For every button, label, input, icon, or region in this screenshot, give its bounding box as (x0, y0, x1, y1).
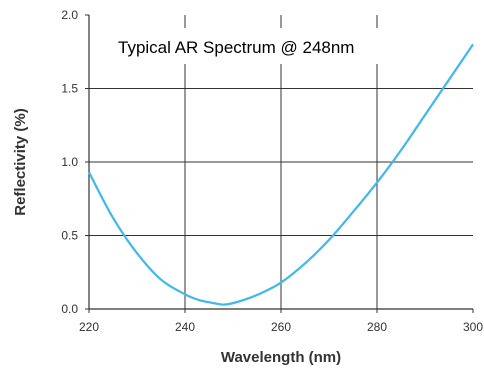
x-tick-label: 300 (463, 320, 483, 334)
y-axis-title: Reflectivity (%) (12, 108, 29, 216)
y-tick-label: 1.5 (61, 82, 78, 96)
axes (85, 14, 474, 313)
series (88, 43, 474, 306)
x-tick-label: 280 (367, 320, 387, 334)
title-box (110, 28, 428, 64)
chart-title: Typical AR Spectrum @ 248nm (118, 38, 354, 57)
x-tick-label: 240 (175, 320, 195, 334)
reflectivity-curve (88, 43, 474, 306)
x-tick-label: 260 (271, 320, 291, 334)
x-axis-title: Wavelength (nm) (221, 349, 341, 366)
tick-labels: 220 240 260 280 300 0.0 0.5 1.0 1.5 2.0 (61, 8, 483, 334)
x-tick-label: 220 (79, 320, 99, 334)
y-tick-label: 1.0 (61, 155, 78, 169)
y-tick-label: 2.0 (61, 8, 78, 22)
y-tick-label: 0.5 (61, 229, 78, 243)
y-tick-label: 0.0 (61, 302, 78, 316)
